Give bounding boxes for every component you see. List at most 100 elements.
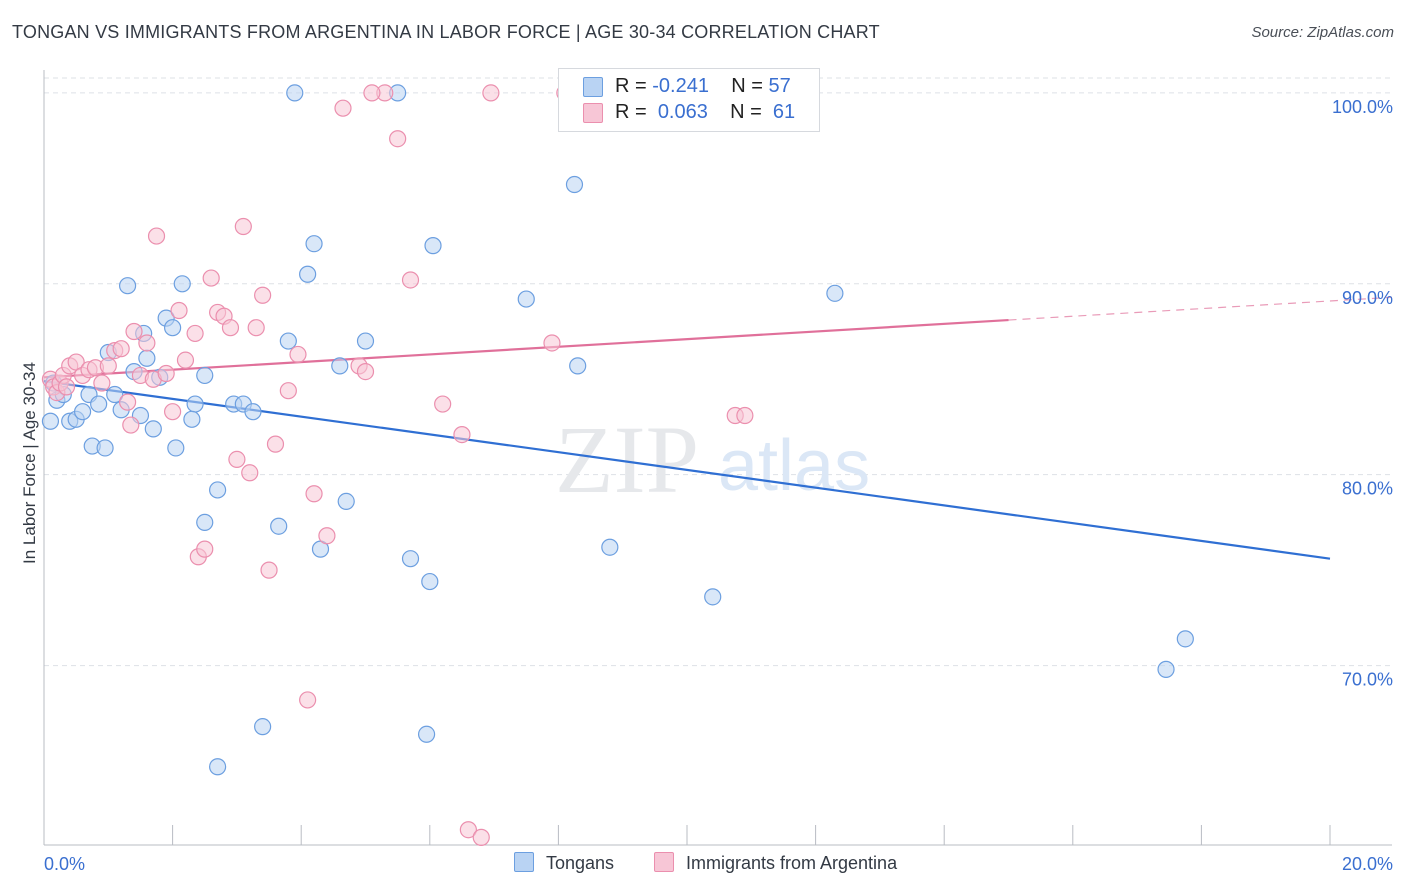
argentina-point [356,363,375,381]
argentina-point [125,322,143,341]
argentina-point [186,324,204,343]
argentina-point [221,319,240,337]
tongan-point [183,410,201,428]
argentina-point [138,334,156,352]
tongan-point [173,275,191,293]
argentina-point [289,345,307,364]
tongan-point [337,492,355,511]
watermark-zip: ZIP [555,406,699,513]
tongan-point [90,395,108,413]
argentina-point [112,340,130,358]
chart-title: TONGAN VS IMMIGRANTS FROM ARGENTINA IN L… [12,22,880,42]
legend-text-argentina: R = 0.063 N = 61 [615,101,795,124]
tongan-point [565,175,584,194]
argentina-point [299,691,317,709]
legend-box: R = -0.241 N = 57 R = 0.063 N = 61 [558,68,820,132]
tongan-point [196,366,214,385]
tongan-point [601,538,619,556]
argentina-point [57,378,76,396]
argentina-point [99,357,117,375]
gridlines [44,77,1392,667]
legend-r-value: 0.063 [657,101,708,123]
x-tick-label: 0.0% [44,854,85,874]
argentina-point [279,382,297,400]
legend-n-value: 57 [768,75,791,97]
y-tick-label: 80.0% [1342,479,1393,499]
legend-text-tongans: R = -0.241 N = 57 [615,75,791,98]
argentina-point [459,821,477,839]
tick-labels: 70.0% 80.0% 90.0% 100.0% 0.0% 20.0% [44,97,1393,874]
tongan-point [41,412,60,430]
tongan-point [424,237,442,255]
tongan-point [106,385,124,404]
tongan-point [209,758,227,776]
bottom-swatch-pink [654,852,674,872]
tongan-point [196,513,214,532]
tongan-point [254,718,272,736]
x-tick-label: 20.0% [1342,854,1393,874]
argentina-point [147,227,166,245]
legend-n-value: 61 [772,101,796,123]
argentina-point [472,828,490,846]
argentina-point [228,450,246,469]
y-tick-label: 100.0% [1332,97,1393,117]
tongan-point [73,403,92,421]
argentina-point [202,269,220,287]
tongan-point [331,357,349,375]
argentina-point [164,403,182,421]
legend-r-value: -0.241 [652,75,709,97]
tongan-point [417,725,436,743]
argentina-point [453,425,471,444]
argentina-trend-line-dashed [1008,296,1393,321]
y-tick-label: 90.0% [1342,288,1393,308]
legend-r-label: R = [615,75,653,97]
argentina-point [434,395,452,413]
tongan-point [270,517,288,535]
watermark: ZIP atlas [555,406,870,513]
tongan-point [704,588,722,606]
argentina-point [157,364,175,383]
points [41,84,1194,846]
tongan-point [167,439,185,457]
tongan-point [826,284,844,302]
tongan-point [1176,630,1194,648]
argentina-point [247,319,265,337]
tongan-point [279,332,297,350]
tongan-point [1157,660,1175,678]
tongan-point [118,277,137,295]
tongan-point [286,84,304,102]
argentina-point [305,485,323,503]
tongan-point [421,572,439,591]
legend-swatch-pink [583,103,603,123]
argentina-point [254,286,272,304]
argentina-point [241,464,259,482]
argentina-point [736,406,754,425]
tongan-point [356,332,375,350]
bottom-legend-label: Tongans [546,853,615,873]
tongan-point [244,403,262,421]
y-axis-title: In Labor Force | Age 30-34 [20,362,39,564]
argentina-point [118,393,137,411]
argentina-point [543,334,561,352]
argentina-point [176,351,195,369]
watermark-atlas: atlas [718,426,870,506]
tongan-point [96,439,114,457]
argentina-point [196,540,214,558]
legend-swatch-blue [583,77,603,97]
bottom-legend-label: Immigrants from Argentina [686,853,898,873]
tongan-point [569,357,587,375]
tongan-point [401,550,420,568]
tongan-point [299,265,317,283]
bottom-swatch-blue [514,852,534,872]
argentina-point [170,301,188,320]
axes [43,70,1392,846]
argentina-point [318,527,336,545]
argentina-point [363,84,381,102]
legend-n-label: N = [730,101,768,123]
source-label: Source: ZipAtlas.com [1251,24,1394,41]
argentina-point [389,130,407,148]
tongan-point [138,349,156,367]
argentina-point [93,374,111,392]
tongan-point [517,290,535,308]
